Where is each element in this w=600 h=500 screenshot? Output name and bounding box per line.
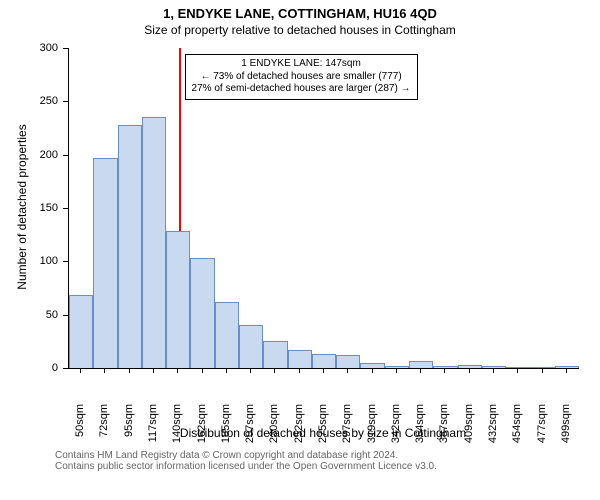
histogram-bar: [118, 125, 142, 368]
annotation-line: 1 ENDYKE LANE: 147sqm: [192, 58, 411, 71]
x-tick-label: 319sqm: [366, 404, 378, 454]
x-tick-label: 72sqm: [98, 404, 110, 454]
x-tick-mark: [274, 368, 275, 373]
x-tick-label: 230sqm: [268, 404, 280, 454]
histogram-bar: [433, 366, 457, 368]
x-tick-mark: [493, 368, 494, 373]
x-tick-label: 117sqm: [147, 404, 159, 454]
x-tick-mark: [299, 368, 300, 373]
x-tick-mark: [517, 368, 518, 373]
x-tick-label: 499sqm: [560, 404, 572, 454]
chart-container: 1, ENDYKE LANE, COTTINGHAM, HU16 4QD Siz…: [0, 0, 600, 500]
chart-title-desc: Size of property relative to detached ho…: [0, 21, 600, 37]
x-tick-label: 140sqm: [171, 404, 183, 454]
histogram-bar: [166, 231, 190, 368]
histogram-bar: [288, 350, 312, 368]
y-tick-label: 200: [0, 149, 58, 161]
x-tick-mark: [250, 368, 251, 373]
x-tick-label: 297sqm: [341, 404, 353, 454]
histogram-bar: [239, 325, 263, 368]
histogram-bar: [263, 341, 287, 368]
x-tick-label: 342sqm: [390, 404, 402, 454]
x-tick-label: 432sqm: [487, 404, 499, 454]
histogram-bar: [215, 302, 239, 368]
chart-title-address: 1, ENDYKE LANE, COTTINGHAM, HU16 4QD: [0, 0, 600, 21]
plot-area: 1 ENDYKE LANE: 147sqm← 73% of detached h…: [68, 48, 579, 369]
x-tick-label: 162sqm: [196, 404, 208, 454]
x-tick-label: 409sqm: [463, 404, 475, 454]
y-tick-mark: [63, 315, 68, 316]
x-tick-label: 275sqm: [317, 404, 329, 454]
y-tick-label: 100: [0, 255, 58, 267]
x-tick-mark: [323, 368, 324, 373]
y-tick-label: 250: [0, 95, 58, 107]
histogram-bar: [69, 295, 93, 368]
histogram-bar: [555, 366, 579, 368]
y-tick-mark: [63, 48, 68, 49]
x-tick-mark: [420, 368, 421, 373]
histogram-bar: [142, 117, 166, 368]
x-tick-label: 185sqm: [220, 404, 232, 454]
y-tick-label: 300: [0, 42, 58, 54]
x-tick-label: 50sqm: [74, 404, 86, 454]
x-tick-mark: [444, 368, 445, 373]
x-tick-mark: [542, 368, 543, 373]
x-tick-label: 387sqm: [438, 404, 450, 454]
histogram-bar: [530, 367, 554, 368]
footer-line2: Contains public sector information licen…: [55, 461, 437, 472]
y-tick-label: 50: [0, 309, 58, 321]
y-tick-mark: [63, 101, 68, 102]
x-tick-mark: [566, 368, 567, 373]
x-tick-mark: [226, 368, 227, 373]
x-tick-mark: [129, 368, 130, 373]
x-tick-mark: [104, 368, 105, 373]
y-tick-mark: [63, 155, 68, 156]
histogram-bar: [336, 355, 360, 368]
histogram-bar: [93, 158, 117, 368]
y-tick-label: 150: [0, 202, 58, 214]
x-tick-mark: [153, 368, 154, 373]
x-tick-mark: [469, 368, 470, 373]
histogram-bar: [409, 361, 433, 368]
x-tick-mark: [202, 368, 203, 373]
x-tick-label: 364sqm: [414, 404, 426, 454]
histogram-bar: [506, 367, 530, 368]
x-tick-mark: [372, 368, 373, 373]
y-tick-label: 0: [0, 362, 58, 374]
y-tick-mark: [63, 208, 68, 209]
y-tick-mark: [63, 261, 68, 262]
histogram-bar: [385, 366, 409, 368]
histogram-bar: [360, 363, 384, 368]
x-tick-mark: [177, 368, 178, 373]
histogram-bar: [190, 258, 214, 368]
x-tick-label: 477sqm: [536, 404, 548, 454]
x-tick-label: 207sqm: [244, 404, 256, 454]
x-tick-mark: [347, 368, 348, 373]
x-tick-mark: [396, 368, 397, 373]
annotation-box: 1 ENDYKE LANE: 147sqm← 73% of detached h…: [185, 54, 418, 100]
x-tick-label: 95sqm: [123, 404, 135, 454]
annotation-line: ← 73% of detached houses are smaller (77…: [192, 71, 411, 84]
annotation-line: 27% of semi-detached houses are larger (…: [192, 83, 411, 96]
x-tick-mark: [80, 368, 81, 373]
x-tick-label: 454sqm: [511, 404, 523, 454]
y-tick-mark: [63, 368, 68, 369]
x-tick-label: 252sqm: [293, 404, 305, 454]
histogram-bar: [312, 354, 336, 368]
histogram-bar: [458, 365, 482, 368]
